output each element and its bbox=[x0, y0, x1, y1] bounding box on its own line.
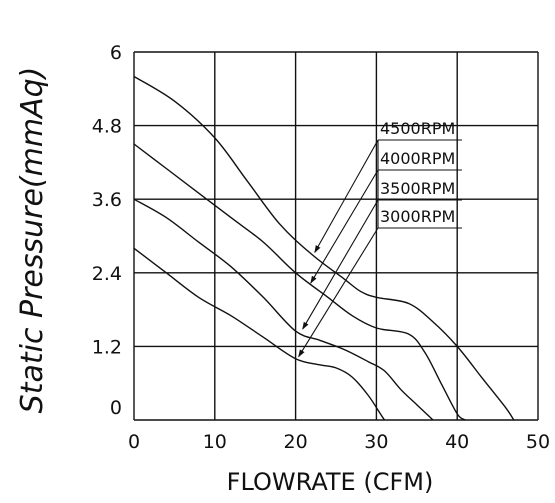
legend-label-3000rpm: 3000RPM bbox=[380, 207, 455, 226]
legend-label-4000rpm: 4000RPM bbox=[380, 149, 455, 168]
y-tick-label: 4.8 bbox=[92, 116, 122, 138]
series-curves bbox=[133, 75, 515, 421]
y-tick-label: 2.4 bbox=[92, 263, 122, 285]
legend-label-4500rpm: 4500RPM bbox=[380, 119, 455, 138]
y-tick-label: 0 bbox=[110, 397, 122, 419]
y-tick-label: 1.2 bbox=[92, 336, 122, 358]
legend-arrow-4500rpm bbox=[314, 139, 379, 254]
series-line-3500rpm bbox=[133, 198, 434, 421]
x-tick-label: 40 bbox=[445, 431, 469, 453]
y-tick-labels: 0 1.2 2.4 3.6 4.8 6 bbox=[92, 42, 122, 419]
series-line-3000rpm bbox=[133, 247, 386, 421]
x-axis-label: FLOWRATE (CFM) bbox=[227, 468, 434, 496]
y-tick-label: 3.6 bbox=[92, 189, 122, 211]
x-tick-label: 10 bbox=[203, 431, 227, 453]
legend-arrow-3000rpm bbox=[298, 227, 379, 358]
legend-pointers bbox=[298, 139, 379, 358]
series-line-4500rpm bbox=[133, 75, 515, 421]
y-axis-label: Static Pressure(mmAq) bbox=[15, 67, 50, 414]
legend-arrow-3500rpm bbox=[302, 199, 379, 330]
y-tick-label: 6 bbox=[110, 42, 122, 64]
grid bbox=[133, 51, 539, 421]
series-line-4000rpm bbox=[133, 143, 466, 421]
legend: 4500RPM 4000RPM 3500RPM 3000RPM bbox=[377, 119, 462, 229]
x-tick-labels: 0 10 20 30 40 50 bbox=[128, 431, 550, 453]
legend-arrow-4000rpm bbox=[310, 169, 379, 284]
x-tick-label: 30 bbox=[364, 431, 388, 453]
x-tick-label: 50 bbox=[526, 431, 550, 453]
x-tick-label: 20 bbox=[284, 431, 308, 453]
x-tick-label: 0 bbox=[128, 431, 140, 453]
legend-label-3500rpm: 3500RPM bbox=[380, 179, 455, 198]
